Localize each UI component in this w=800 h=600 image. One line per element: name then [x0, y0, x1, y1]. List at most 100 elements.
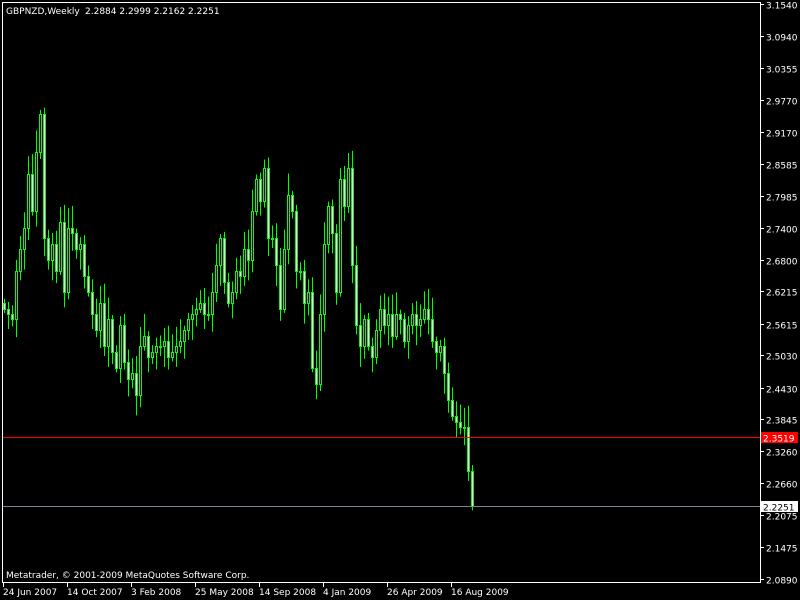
bear-candle-body — [55, 244, 58, 272]
bear-candle-body — [63, 222, 66, 293]
candle — [311, 277, 314, 373]
bull-candle-body — [419, 319, 422, 326]
candle — [135, 356, 138, 416]
candle — [155, 337, 158, 370]
candle — [239, 255, 242, 294]
price-tick-label: 2.9770 — [766, 98, 798, 108]
price-tick-label: 3.0355 — [766, 66, 798, 76]
candle — [63, 204, 66, 308]
bear-candle-body — [115, 352, 118, 369]
bear-candle-body — [75, 233, 78, 250]
bear-candle-body — [103, 303, 106, 347]
candle — [51, 232, 54, 281]
bull-candle-body — [143, 336, 146, 347]
bull-candle-body — [263, 168, 266, 202]
time-tick-label: 4 Jan 2009 — [323, 588, 371, 598]
bid-price-tag — [761, 501, 798, 512]
candle — [471, 465, 474, 511]
bull-candle-body — [107, 319, 110, 347]
copyright-text: Metatrader, © 2001-2009 MetaQuotes Softw… — [6, 571, 249, 581]
candle — [431, 297, 434, 348]
price-tick-label: 2.3260 — [766, 449, 798, 459]
bear-candle-body — [239, 271, 242, 277]
level-price-label: 2.3519 — [763, 435, 795, 445]
candle — [263, 159, 266, 208]
bear-candle-body — [471, 471, 474, 507]
candle — [387, 296, 390, 346]
bull-candle-body — [283, 249, 286, 310]
bull-candle-body — [139, 346, 142, 396]
bear-candle-body — [31, 174, 34, 212]
candle — [99, 285, 102, 348]
candle — [399, 309, 402, 335]
candle — [115, 345, 118, 373]
candle — [87, 265, 90, 297]
bear-candle-body — [343, 179, 346, 207]
candle — [371, 337, 374, 373]
bear-candle-body — [443, 346, 446, 374]
time-axis: 24 Jun 2007 14 Oct 2007 3 Feb 2008 25 May 2… — [3, 582, 509, 598]
bear-candle-body — [247, 249, 250, 261]
symbol-title: GBPNZD,Weekly — [6, 7, 80, 17]
candle — [419, 304, 422, 338]
price-tick-label: 3.1540 — [766, 2, 798, 12]
candle — [47, 229, 50, 270]
candle — [191, 305, 194, 340]
bull-candle-body — [287, 195, 290, 250]
candle — [367, 312, 370, 351]
bear-candle-body — [467, 427, 470, 472]
bull-candle-body — [67, 228, 70, 293]
bull-candle-body — [379, 309, 382, 331]
bull-candle-body — [27, 174, 30, 229]
candle — [287, 173, 290, 265]
bull-candle-body — [195, 309, 198, 315]
bull-candle-body — [323, 244, 326, 315]
bull-candle-body — [307, 292, 310, 304]
candle — [219, 234, 222, 286]
candle — [39, 109, 42, 159]
price-tick-label: 2.7400 — [766, 226, 798, 236]
bear-candle-body — [431, 319, 434, 342]
bear-candle-body — [403, 319, 406, 342]
bull-candle-body — [19, 249, 22, 272]
candle — [403, 312, 406, 348]
candle — [347, 153, 350, 213]
bull-candle-body — [171, 352, 174, 358]
bull-candle-body — [319, 314, 322, 385]
candle — [7, 302, 10, 330]
candle — [395, 292, 398, 340]
bear-candle-body — [83, 244, 86, 277]
candle — [435, 336, 438, 370]
price-tick-label: 2.1475 — [766, 545, 798, 555]
candle — [15, 259, 18, 338]
bear-candle-body — [167, 341, 170, 358]
ohlc-values: 2.2884 2.2999 2.2162 2.2251 — [85, 7, 220, 17]
bull-candle-body — [363, 319, 366, 347]
candle — [307, 279, 310, 316]
candle — [331, 199, 334, 254]
bear-candle-body — [311, 292, 314, 369]
candle — [455, 401, 458, 438]
candle — [43, 107, 46, 257]
bear-candle-body — [279, 265, 282, 310]
price-tick-label: 2.4430 — [766, 386, 798, 396]
candle — [267, 157, 270, 257]
bear-candle-body — [87, 276, 90, 293]
candle — [363, 314, 366, 359]
bear-candle-body — [371, 346, 374, 358]
price-tick-label: 2.5030 — [766, 353, 798, 363]
candle — [323, 222, 326, 332]
price-tick-label: 3.0940 — [766, 34, 798, 44]
bull-candle-body — [395, 314, 398, 337]
candle — [411, 303, 414, 335]
candle — [327, 201, 330, 254]
bull-candle-body — [299, 271, 302, 273]
bear-candle-body — [267, 168, 270, 239]
candle — [79, 237, 82, 270]
bull-candle-body — [35, 152, 38, 212]
bear-candle-body — [135, 373, 138, 396]
bull-candle-body — [155, 346, 158, 353]
bear-candle-body — [291, 195, 294, 212]
candle — [359, 303, 362, 367]
